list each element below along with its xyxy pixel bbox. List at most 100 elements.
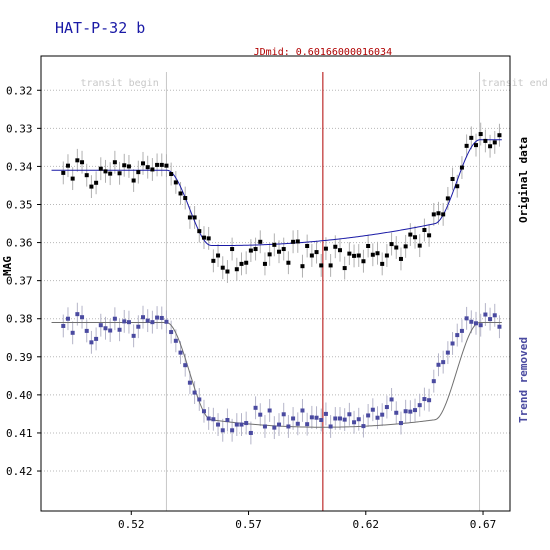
data-point (141, 161, 146, 166)
data-point (394, 410, 399, 415)
data-point (230, 428, 235, 433)
data-point (305, 422, 310, 427)
data-point (164, 319, 169, 324)
data-point (291, 416, 296, 421)
data-point (173, 338, 178, 343)
data-point (389, 397, 394, 402)
y-tick-label: 0.36 (6, 237, 33, 250)
series-label-original-data: Original data (517, 137, 530, 223)
data-point (225, 269, 230, 274)
data-point (431, 212, 436, 217)
data-point (216, 422, 221, 427)
data-point (112, 316, 117, 321)
x-tick-label: 0.52 (118, 518, 145, 531)
data-point (244, 260, 249, 265)
data-point (347, 412, 352, 417)
data-point (497, 324, 502, 329)
data-point (281, 412, 286, 417)
data-point (337, 416, 342, 421)
data-point (300, 408, 305, 413)
data-point (384, 253, 389, 258)
data-point (211, 417, 216, 422)
data-points (61, 132, 502, 435)
data-point (295, 239, 300, 244)
data-point (356, 417, 361, 422)
y-tick-label: 0.41 (6, 427, 33, 440)
data-point (403, 244, 408, 249)
data-point (80, 315, 85, 320)
data-point (445, 196, 450, 201)
data-point (80, 160, 85, 165)
data-point (286, 424, 291, 429)
plot-frame (40, 55, 511, 512)
data-point (328, 263, 333, 268)
data-point (352, 253, 357, 258)
data-point (323, 246, 328, 251)
data-point (464, 316, 469, 321)
data-point (408, 232, 413, 237)
data-point (141, 315, 146, 320)
data-point (469, 135, 474, 140)
data-point (89, 340, 94, 345)
data-point (183, 363, 188, 368)
data-point (300, 264, 305, 269)
data-point (361, 259, 366, 264)
y-tick-label: 0.39 (6, 351, 33, 364)
data-point (159, 162, 164, 167)
data-point (459, 328, 464, 333)
data-point (169, 172, 174, 177)
data-point (277, 422, 282, 427)
data-point (380, 261, 385, 266)
data-point (436, 362, 441, 367)
event-markers: transit begin transit end JDmid: 0.6016600… (80, 47, 548, 511)
data-point (159, 315, 164, 320)
data-point (413, 408, 418, 413)
data-point (187, 380, 192, 385)
data-point (197, 397, 202, 402)
data-point (108, 171, 113, 176)
data-point (234, 267, 239, 272)
data-point (70, 176, 75, 181)
data-point (323, 411, 328, 416)
data-point (478, 323, 483, 328)
data-point (253, 405, 258, 410)
data-point (220, 265, 225, 270)
data-point (389, 242, 394, 247)
data-point (342, 266, 347, 271)
data-point (61, 170, 66, 175)
data-point (253, 247, 258, 252)
data-point (337, 248, 342, 253)
y-tick-label: 0.40 (6, 389, 33, 402)
data-point (319, 263, 324, 268)
data-point (201, 235, 206, 240)
data-point (492, 140, 497, 145)
data-point (122, 163, 127, 168)
data-point (352, 420, 357, 425)
data-point (262, 424, 267, 429)
data-point (488, 144, 493, 149)
data-point (187, 215, 192, 220)
data-point (65, 163, 70, 168)
transit-begin-label: transit begin (80, 78, 158, 89)
y-tick-label: 0.33 (6, 122, 33, 135)
data-point (309, 253, 314, 258)
data-point (131, 333, 136, 338)
data-point (375, 415, 380, 420)
data-point (309, 415, 314, 420)
data-point (206, 236, 211, 241)
data-point (455, 333, 460, 338)
data-point (75, 312, 80, 317)
data-point (248, 430, 253, 435)
data-point (347, 251, 352, 256)
data-point (234, 422, 239, 427)
data-point (258, 239, 263, 244)
data-point (450, 341, 455, 346)
data-point (267, 408, 272, 413)
data-point (94, 180, 99, 185)
data-point (441, 212, 446, 217)
data-point (394, 245, 399, 250)
data-point (380, 412, 385, 417)
data-point (248, 248, 253, 253)
data-point (328, 424, 333, 429)
